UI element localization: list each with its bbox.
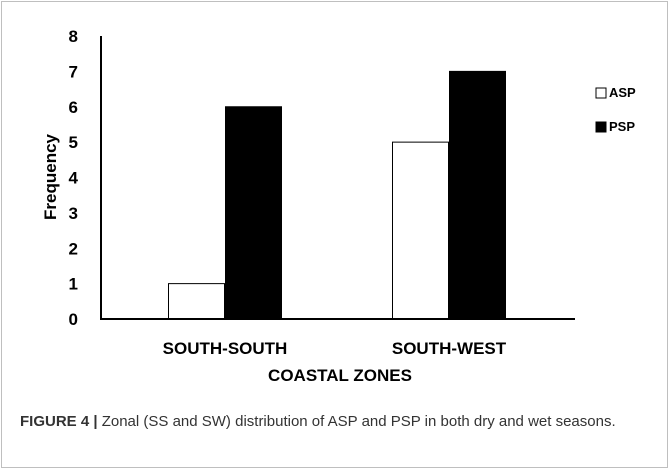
- x-tick-label: SOUTH-SOUTH: [163, 339, 288, 358]
- y-tick-label: 8: [69, 27, 78, 46]
- bars: [168, 70, 506, 320]
- y-tick-label: 5: [69, 133, 78, 152]
- bar-chart: 0 1 2 3 4 5 6 7 8 SOUTH-SOUTH SOUTH-WEST Frequenc…: [41, 27, 636, 385]
- bar-psp-south-west: [449, 70, 506, 320]
- legend-label-psp: PSP: [609, 119, 635, 134]
- x-tick-label: SOUTH-WEST: [392, 339, 507, 358]
- x-tick-labels: SOUTH-SOUTH SOUTH-WEST: [163, 339, 507, 358]
- legend-swatch-asp: [595, 87, 607, 99]
- y-tick-label: 3: [69, 204, 78, 223]
- y-tick-label: 0: [69, 310, 78, 329]
- bar-asp-south-south: [168, 283, 225, 320]
- y-tick-label: 2: [69, 239, 78, 258]
- caption-lead: FIGURE 4 |: [20, 413, 98, 430]
- y-tick-label: 1: [69, 275, 78, 294]
- caption-text: Zonal (SS and SW) distribution of ASP an…: [97, 413, 616, 430]
- y-tick-label: 7: [69, 62, 78, 81]
- y-tick-label: 4: [69, 169, 79, 188]
- x-axis-label: COASTAL ZONES: [268, 366, 412, 385]
- y-tick-label: 6: [69, 98, 78, 117]
- bar-psp-south-south: [225, 106, 282, 320]
- y-axis-label: Frequency: [41, 133, 60, 220]
- bar-asp-south-west: [392, 141, 449, 320]
- legend: ASP PSP: [595, 85, 636, 134]
- figure-caption: FIGURE 4 | Zonal (SS and SW) distributio…: [20, 410, 650, 433]
- y-tick-labels: 0 1 2 3 4 5 6 7 8: [69, 27, 79, 329]
- legend-swatch-psp: [595, 121, 607, 133]
- legend-label-asp: ASP: [609, 85, 636, 100]
